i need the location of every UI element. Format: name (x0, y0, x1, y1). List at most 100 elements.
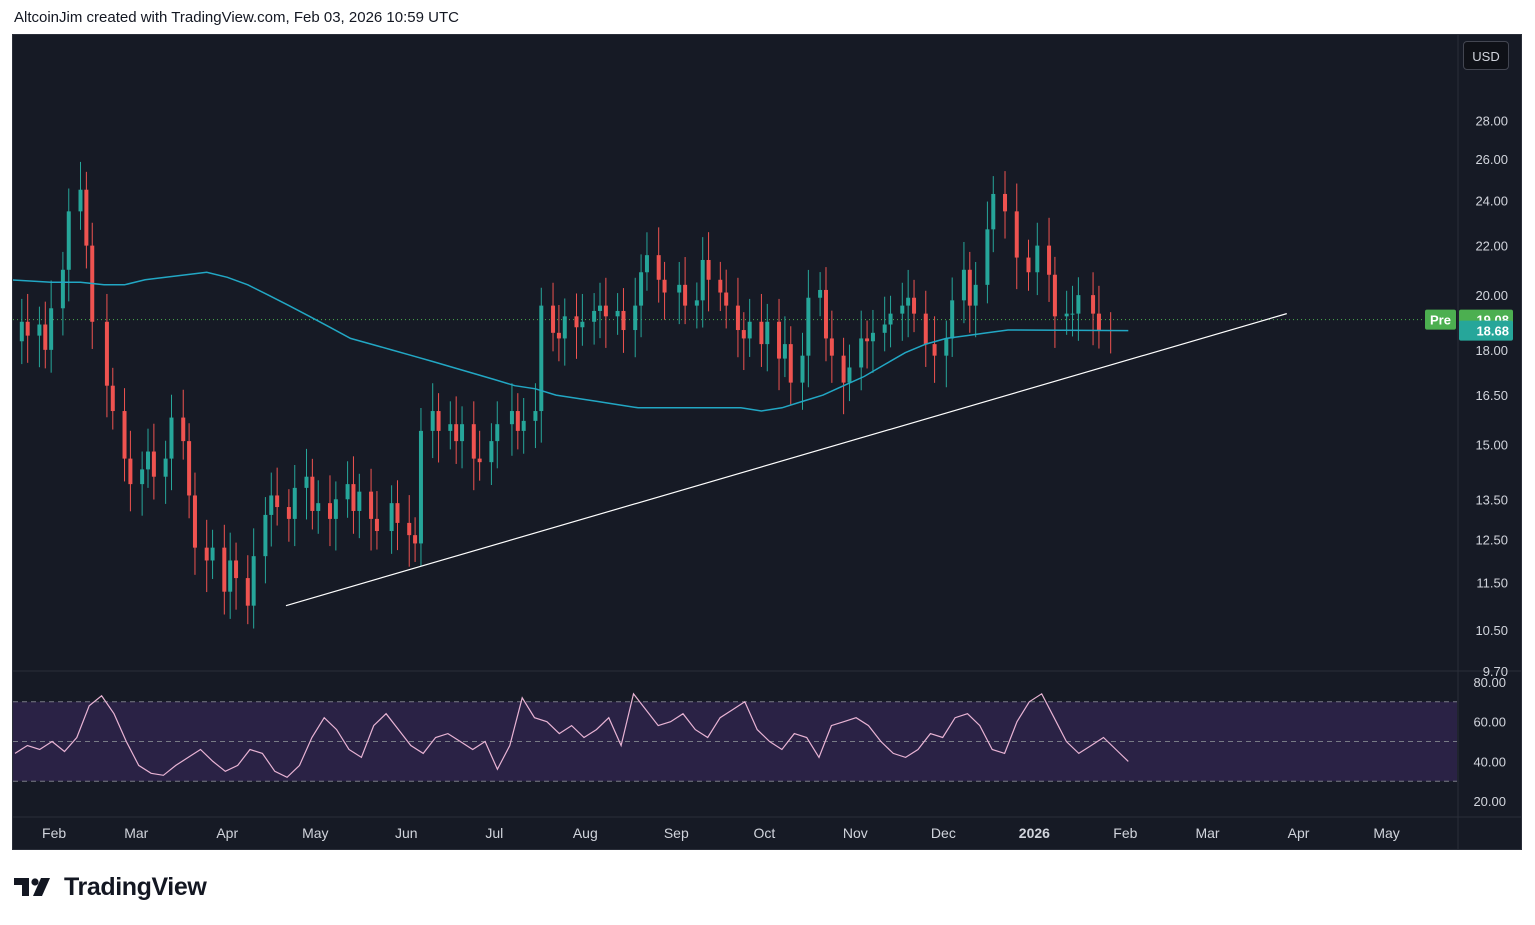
candle-body (489, 441, 494, 463)
candle-body (782, 344, 787, 359)
price-axis-tick-label: 15.00 (1475, 438, 1508, 453)
candle-body (1070, 313, 1075, 315)
candle-body (718, 279, 723, 293)
time-axis-tick-label: Dec (931, 825, 956, 841)
candle-body (944, 338, 949, 356)
candle-body (694, 300, 699, 306)
candle-body (1064, 313, 1069, 317)
candle-body (923, 313, 928, 345)
currency-button[interactable]: USD (1463, 41, 1509, 70)
candle-body (210, 547, 215, 561)
candle-body (357, 491, 362, 511)
candle-body (644, 255, 649, 273)
candle-body (656, 255, 661, 280)
candle-body (621, 310, 626, 331)
candle-body (800, 355, 805, 383)
candle-body (662, 279, 667, 293)
candle-body (597, 305, 602, 311)
candle-body (430, 411, 435, 431)
candle-body (882, 324, 887, 333)
candle-body (374, 518, 379, 532)
candle-body (741, 330, 746, 339)
candle-body (932, 344, 937, 356)
candle-body (25, 321, 30, 336)
rsi-axis-tick-label: 80.00 (1473, 675, 1506, 690)
rsi-line (14, 692, 1129, 779)
candle-body (735, 305, 740, 331)
candle-body (413, 535, 418, 544)
candle-body (991, 193, 996, 230)
candle-body (395, 503, 400, 523)
candle-body (574, 316, 579, 328)
candle-body (539, 305, 544, 412)
candle-body (533, 411, 538, 421)
chart-frame[interactable]: 28.00 26.00 24.00 22.00 20.00 18.00 16.50 15.00… (12, 34, 1522, 850)
candle-body (163, 458, 168, 477)
candle-body (1096, 313, 1101, 331)
candle-body (78, 189, 83, 212)
candle-body (1091, 295, 1096, 314)
moving-average-line (13, 271, 1129, 412)
candle-body (122, 411, 127, 459)
candle-body (724, 292, 729, 306)
candle-body (580, 321, 585, 328)
price-axis-tick-label: 10.50 (1475, 623, 1508, 638)
candle-body (1014, 211, 1019, 258)
candle-body (275, 495, 280, 508)
candle-body (234, 560, 239, 579)
candle-body (961, 269, 966, 301)
pre-badge (1425, 309, 1456, 330)
candle-body (1076, 295, 1081, 314)
candle-body (495, 424, 500, 442)
candle-body (859, 338, 864, 368)
candle-body (222, 547, 227, 592)
candle-body (369, 491, 374, 519)
candle-body (509, 411, 514, 425)
price-chart[interactable]: 28.00 26.00 24.00 22.00 20.00 18.00 16.50 15.00… (13, 35, 1522, 850)
candle-body (204, 547, 209, 561)
time-axis-tick-label: Feb (42, 825, 66, 841)
brand-name: TradingView (64, 872, 207, 901)
candle-body (251, 556, 256, 606)
candle-body (228, 560, 233, 592)
tradingview-logo[interactable]: TradingView (14, 872, 207, 901)
time-axis-tick-label: Jul (485, 825, 503, 841)
candle-body (888, 313, 893, 325)
price-badge-value: 18.68 (1476, 324, 1509, 339)
candle-body (847, 367, 852, 383)
candle-body (1003, 193, 1008, 212)
candle-body (436, 411, 441, 431)
candle-body (140, 469, 145, 485)
candle-body (912, 297, 917, 314)
candle-body (759, 321, 764, 345)
rsi-axis-tick-label: 20.00 (1473, 794, 1506, 809)
time-axis-tick-label: Aug (573, 825, 598, 841)
candle-body (19, 321, 24, 342)
candle-body (900, 305, 905, 314)
price-axis-tick-label: 11.50 (1476, 576, 1508, 591)
candle-body (1035, 245, 1040, 273)
price-badge (1459, 320, 1513, 341)
candle-body (351, 484, 356, 511)
time-axis-tick-label: Apr (216, 825, 238, 841)
candle-body (515, 411, 520, 431)
candle-body (865, 338, 870, 342)
price-axis-tick-label: 20.00 (1475, 288, 1508, 303)
candle-body (823, 289, 828, 339)
candle-body (615, 310, 620, 317)
candle-body (333, 499, 338, 519)
candle-body (316, 503, 321, 511)
candle-body (84, 189, 89, 246)
candle-body (263, 514, 268, 557)
candle-body (448, 424, 453, 431)
candle-body (187, 441, 192, 496)
candle-body (747, 321, 752, 339)
time-axis-tick-label: Nov (843, 825, 868, 841)
candle-body (1026, 257, 1031, 273)
rsi-axis-tick-label: 40.00 (1473, 754, 1506, 769)
candle-body (192, 495, 197, 548)
candle-body (639, 272, 644, 306)
rsi-axis-tick-label: 60.00 (1473, 715, 1506, 730)
candle-body (906, 297, 911, 306)
tradingview-logo-icon (14, 878, 50, 896)
